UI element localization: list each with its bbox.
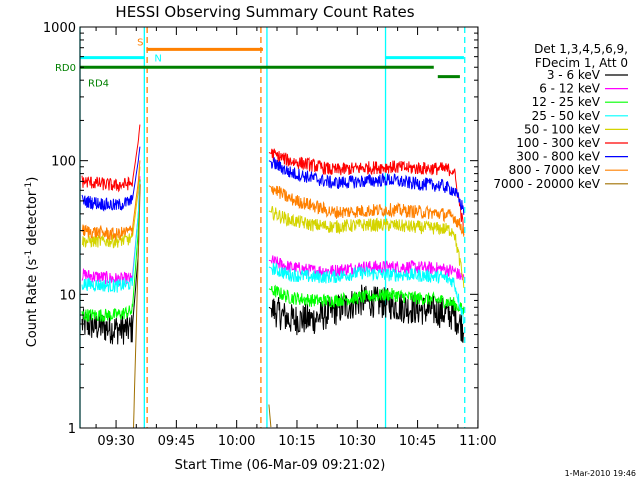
x-axis-label: Start Time (06-Mar-09 09:21:02): [175, 458, 386, 473]
y-tick-label-2: 100: [51, 155, 76, 170]
legend-label-0: 3 - 6 keV: [547, 68, 601, 82]
legend-label-5: 100 - 300 keV: [516, 136, 600, 150]
series-line-5-seg1: [268, 148, 465, 236]
y-tick-label-3: 1000: [43, 21, 76, 36]
series-line-0-seg1: [268, 284, 465, 343]
y-axis-label-sup2: -1: [24, 182, 34, 191]
legend-label-7: 800 - 7000 keV: [509, 163, 601, 177]
x-tick-label-4: 10:30: [339, 434, 376, 449]
y-axis-label: Count Rate (s-1 detector-1): [24, 177, 40, 348]
series-line-1-seg0: [81, 176, 141, 286]
series-line-8-seg0: [133, 184, 141, 429]
series-line-4-seg1: [268, 206, 465, 288]
legend-label-6: 300 - 800 keV: [516, 150, 600, 164]
legend-header-2: FDecim 1, Att 0: [535, 56, 628, 70]
series-line-3-seg0: [81, 181, 141, 293]
series-line-7-seg0: [81, 160, 141, 242]
legend-label-2: 12 - 25 keV: [532, 95, 601, 109]
series-line-0-seg0: [81, 179, 141, 345]
flag-label-4: RD4: [88, 79, 109, 90]
series-line-5-seg0: [81, 124, 141, 193]
x-tick-label-2: 10:00: [218, 434, 255, 449]
x-tick-label-0: 09:30: [97, 434, 134, 449]
x-tick-label-1: 09:45: [158, 434, 195, 449]
series-line-8-seg1: [268, 404, 272, 428]
flag-lines: SN RD0 RD4: [55, 37, 464, 90]
flag-label-3: RD0: [55, 63, 76, 74]
series-line-6-seg0: [81, 146, 141, 212]
y-axis-label-mid: detector: [25, 190, 40, 250]
series-line-7-seg1: [268, 185, 465, 237]
series-lines: [81, 124, 465, 429]
y-axis-ticks: 1 10 100 1000: [43, 21, 478, 437]
series-line-4-seg0: [81, 166, 141, 249]
series-line-3-seg1: [268, 262, 465, 325]
flag-label-0: S: [137, 37, 143, 48]
chart-title: HESSI Observing Summary Count Rates: [115, 3, 414, 21]
plot-frame: [79, 26, 479, 429]
legend-label-8: 7000 - 20000 keV: [493, 177, 600, 191]
x-tick-label-3: 10:15: [278, 434, 315, 449]
flag-label-1: N: [154, 54, 161, 65]
y-tick-label-0: 1: [68, 422, 76, 437]
legend-label-1: 6 - 12 keV: [539, 82, 601, 96]
y-axis-label-end: ): [25, 177, 40, 182]
series-line-2-seg0: [81, 179, 141, 323]
x-axis-ticks: 09:30 09:45 10:00 10:15 10:30 10:45 11:00: [95, 27, 497, 449]
series-line-2-seg1: [268, 284, 465, 315]
x-tick-label-5: 10:45: [399, 434, 436, 449]
y-tick-label-1: 10: [59, 288, 76, 303]
legend-label-4: 50 - 100 keV: [524, 122, 601, 136]
legend-label-3: 25 - 50 keV: [532, 109, 601, 123]
legend: Det 1,3,4,5,6,9, FDecim 1, Att 0 3 - 6 k…: [493, 42, 628, 191]
x-tick-label-6: 11:00: [459, 434, 496, 449]
y-axis-label-main: Count Rate (s: [25, 259, 40, 348]
series-line-6-seg1: [268, 157, 465, 215]
legend-header-1: Det 1,3,4,5,6,9,: [534, 42, 628, 56]
y-axis-label-sup1: -1: [24, 250, 34, 259]
footer-timestamp: 1-Mar-2010 19:46: [565, 469, 636, 478]
